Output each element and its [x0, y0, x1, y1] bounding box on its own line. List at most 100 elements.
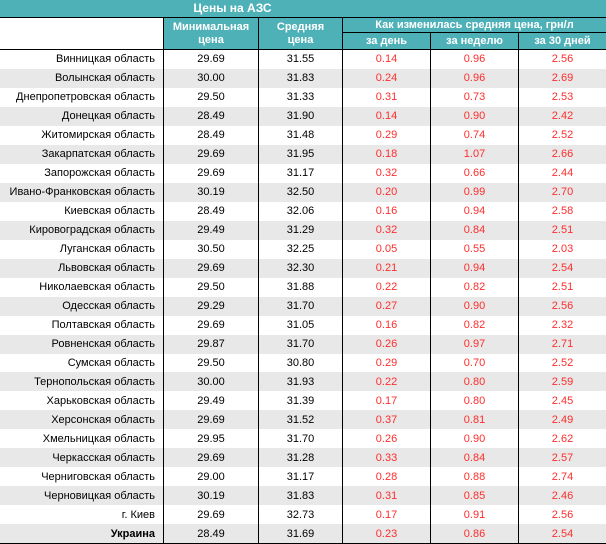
- change-30days-cell: 2.42: [518, 106, 606, 126]
- avg-price-cell: 31.05: [258, 315, 342, 335]
- col-header-per-30-days: за 30 дней: [518, 32, 606, 49]
- change-day-cell: 0.16: [342, 315, 430, 335]
- avg-price-cell: 31.39: [258, 391, 342, 411]
- avg-price-cell: 32.25: [258, 239, 342, 259]
- change-day-cell: 0.29: [342, 125, 430, 145]
- region-name-cell: Винницкая область: [56, 53, 155, 66]
- corner-cell: [0, 18, 163, 49]
- change-30days-cell: 2.56: [518, 505, 606, 525]
- region-name-cell: Сумская область: [67, 356, 155, 369]
- min-price-cell: 29.50: [163, 353, 258, 373]
- region-name-cell: Житомирская область: [41, 129, 155, 142]
- min-price-cell: 29.69: [163, 448, 258, 468]
- region-name-cell: Одесская область: [62, 300, 155, 313]
- table-body: Винницкая область 29.69 31.55 0.14 0.96 2.56 В…: [0, 50, 606, 543]
- region-name-cell: Харьковская область: [46, 394, 156, 407]
- change-day-cell: 0.20: [342, 182, 430, 202]
- avg-price-cell: 31.70: [258, 334, 342, 354]
- table-row: Киевская область 28.49 32.06 0.16 0.94 2.58: [0, 201, 606, 221]
- min-price-cell: 30.50: [163, 239, 258, 259]
- table-row: Николаевская область 29.50 31.88 0.22 0.82 2.…: [0, 277, 606, 297]
- avg-price-cell: 31.70: [258, 429, 342, 449]
- min-price-cell: 29.69: [163, 258, 258, 278]
- change-30days-cell: 2.74: [518, 467, 606, 487]
- change-sub-headers: за день за неделю за 30 дней: [343, 32, 606, 49]
- avg-price-cell: 31.17: [258, 163, 342, 183]
- min-price-cell: 29.95: [163, 429, 258, 449]
- avg-price-cell: 31.83: [258, 68, 342, 88]
- change-30days-cell: 2.58: [518, 201, 606, 221]
- min-price-cell: 29.50: [163, 87, 258, 107]
- table-title-bar: Цены на АЗС: [0, 0, 606, 18]
- change-week-cell: 0.90: [430, 106, 518, 126]
- min-price-cell: 28.49: [163, 125, 258, 145]
- change-30days-cell: 2.45: [518, 391, 606, 411]
- avg-price-cell: 30.80: [258, 353, 342, 373]
- table-row: Винницкая область 29.69 31.55 0.14 0.96 2.56: [0, 50, 606, 69]
- change-week-cell: 0.82: [430, 277, 518, 297]
- region-name-cell: Запорожская область: [44, 167, 155, 180]
- change-day-cell: 0.18: [342, 144, 430, 164]
- change-week-cell: 0.70: [430, 353, 518, 373]
- avg-price-cell: 31.28: [258, 448, 342, 468]
- region-name-cell: Донецкая область: [61, 110, 155, 123]
- change-30days-cell: 2.44: [518, 163, 606, 183]
- region-name-cell: Луганская область: [59, 243, 155, 256]
- change-week-cell: 0.81: [430, 410, 518, 430]
- change-30days-cell: 2.46: [518, 486, 606, 506]
- min-price-cell: 29.69: [163, 315, 258, 335]
- min-price-cell: 30.00: [163, 68, 258, 88]
- table-row: Житомирская область 28.49 31.48 0.29 0.74 2.5…: [0, 125, 606, 145]
- change-day-cell: 0.37: [342, 410, 430, 430]
- region-name-cell: Волынская область: [54, 72, 155, 85]
- change-30days-cell: 2.52: [518, 353, 606, 373]
- min-price-cell: 30.19: [163, 486, 258, 506]
- change-30days-cell: 2.59: [518, 372, 606, 392]
- avg-price-cell: 31.55: [258, 50, 342, 69]
- change-day-cell: 0.32: [342, 220, 430, 240]
- change-30days-cell: 2.70: [518, 182, 606, 202]
- change-day-cell: 0.23: [342, 524, 430, 543]
- table-title: Цены на АЗС: [193, 1, 272, 15]
- avg-price-cell: 31.29: [258, 220, 342, 240]
- change-week-cell: 0.86: [430, 524, 518, 543]
- change-week-cell: 0.94: [430, 258, 518, 278]
- min-price-cell: 29.69: [163, 505, 258, 525]
- region-name-cell: Черниговская область: [41, 470, 155, 483]
- region-name-cell: Кировоградская область: [29, 224, 155, 237]
- min-price-cell: 29.50: [163, 277, 258, 297]
- table-row: Харьковская область 29.49 31.39 0.17 0.80 2.4…: [0, 391, 606, 411]
- change-day-cell: 0.24: [342, 68, 430, 88]
- change-30days-cell: 2.56: [518, 296, 606, 316]
- table-row: Луганская область 30.50 32.25 0.05 0.55 2.03: [0, 239, 606, 259]
- min-price-cell: 29.69: [163, 163, 258, 183]
- change-day-cell: 0.05: [342, 239, 430, 259]
- table-row: Ивано-Франковская область 30.19 32.50 0.20 0…: [0, 182, 606, 202]
- avg-price-cell: 31.88: [258, 277, 342, 297]
- region-name-cell: г. Киев: [121, 508, 155, 521]
- change-30days-cell: 2.49: [518, 410, 606, 430]
- avg-price-cell: 31.48: [258, 125, 342, 145]
- table-row: Тернопольская область 30.00 31.93 0.22 0.80 2…: [0, 372, 606, 392]
- table-row: Черниговская область 29.00 31.17 0.28 0.88 2.…: [0, 467, 606, 487]
- avg-price-cell: 31.70: [258, 296, 342, 316]
- change-30days-cell: 2.51: [518, 220, 606, 240]
- change-day-cell: 0.26: [342, 334, 430, 354]
- change-day-cell: 0.14: [342, 106, 430, 126]
- change-week-cell: 0.55: [430, 239, 518, 259]
- region-name-cell: Черкасская область: [52, 451, 155, 464]
- change-30days-cell: 2.03: [518, 239, 606, 259]
- region-name-cell: Львовская область: [58, 262, 155, 275]
- min-price-cell: 28.49: [163, 201, 258, 221]
- change-day-cell: 0.29: [342, 353, 430, 373]
- min-price-cell: 29.69: [163, 144, 258, 164]
- change-week-cell: 0.94: [430, 201, 518, 221]
- min-price-cell: 29.29: [163, 296, 258, 316]
- avg-price-cell: 32.06: [258, 201, 342, 221]
- change-week-cell: 0.84: [430, 220, 518, 240]
- avg-price-cell: 32.30: [258, 258, 342, 278]
- change-day-cell: 0.28: [342, 467, 430, 487]
- change-day-cell: 0.31: [342, 486, 430, 506]
- change-30days-cell: 2.71: [518, 334, 606, 354]
- change-30days-cell: 2.69: [518, 68, 606, 88]
